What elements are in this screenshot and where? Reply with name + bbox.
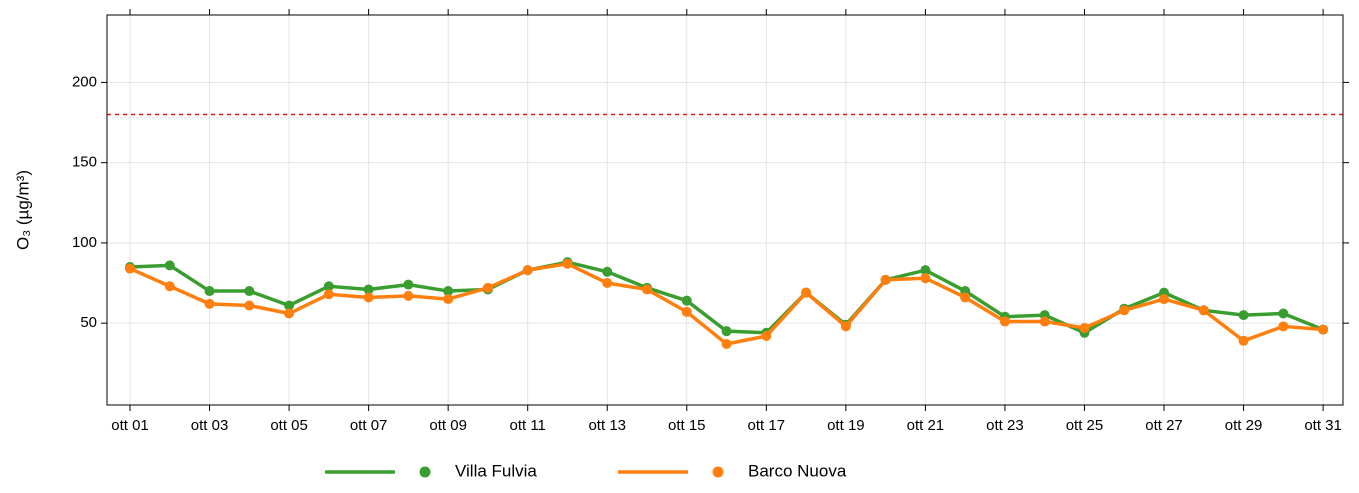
data-point (363, 292, 374, 303)
x-tick-label: ott 27 (1145, 417, 1183, 434)
data-point (562, 258, 573, 269)
x-tick-label: ott 21 (907, 417, 945, 434)
data-point (1238, 335, 1249, 346)
x-tick-label: ott 03 (191, 417, 229, 434)
data-point (960, 292, 971, 303)
legend-marker (712, 466, 724, 478)
data-point (721, 326, 732, 337)
data-point (522, 265, 533, 276)
data-point (164, 281, 175, 292)
y-axis-label: O₃ (µg/m³) (13, 170, 32, 250)
data-point (204, 298, 215, 309)
data-point (761, 330, 772, 341)
series-line (129, 260, 1324, 335)
y-tick-label: 100 (72, 234, 97, 251)
data-point (880, 274, 891, 285)
y-tick-label: 200 (72, 73, 97, 90)
data-point (125, 263, 135, 274)
data-point (443, 286, 454, 297)
x-tick-label: ott 23 (986, 417, 1024, 434)
legend-label: Barco Nuova (748, 461, 847, 480)
data-point (1119, 305, 1130, 316)
data-point (482, 282, 493, 293)
data-point (204, 286, 215, 297)
x-tick-label: ott 09 (429, 417, 467, 434)
data-point (1278, 321, 1289, 332)
plot-frame (106, 14, 1344, 406)
legend-marker (419, 466, 431, 478)
y-tick-label: 150 (72, 154, 97, 171)
x-tick-label: ott 29 (1225, 417, 1263, 434)
data-point (1159, 294, 1170, 305)
data-point (323, 281, 334, 292)
data-point (1039, 316, 1050, 327)
data-point (840, 321, 851, 332)
x-tick-label: ott 17 (748, 417, 786, 434)
data-point (602, 266, 613, 277)
data-point (721, 339, 732, 350)
data-point (323, 289, 334, 300)
x-tick-label: ott 19 (827, 417, 865, 434)
data-point (1079, 322, 1090, 333)
data-point (244, 286, 255, 297)
x-tick-label: ott 01 (111, 417, 149, 434)
data-point (1278, 308, 1289, 319)
data-point (999, 316, 1010, 327)
data-point (164, 260, 175, 271)
data-point (284, 300, 295, 311)
data-point (1238, 310, 1249, 321)
x-tick-label: ott 31 (1304, 417, 1342, 434)
data-point (1198, 305, 1209, 316)
legend-label: Villa Fulvia (455, 461, 537, 480)
data-point (284, 308, 295, 319)
data-point (1318, 324, 1329, 335)
data-point (920, 265, 931, 276)
data-point (363, 284, 374, 295)
x-tick-label: ott 07 (350, 417, 388, 434)
data-point (681, 295, 692, 306)
data-point (443, 294, 454, 305)
x-tick-label: ott 11 (509, 417, 545, 434)
x-tick-label: ott 25 (1066, 417, 1104, 434)
data-point (642, 284, 653, 295)
data-point (920, 273, 931, 284)
x-tick-label: ott 05 (270, 417, 308, 434)
y-tick-label: 50 (80, 314, 97, 331)
x-tick-label: ott 13 (588, 417, 626, 434)
x-tick-label: ott 15 (668, 417, 706, 434)
data-point (244, 300, 255, 311)
data-point (801, 287, 812, 298)
data-point (403, 290, 414, 301)
data-point (403, 279, 414, 290)
data-point (602, 278, 613, 289)
data-point (681, 306, 692, 317)
